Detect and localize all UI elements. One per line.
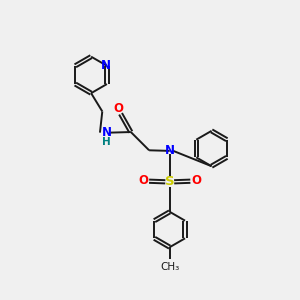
Text: N: N xyxy=(101,125,111,139)
Text: CH₃: CH₃ xyxy=(160,262,179,272)
Text: O: O xyxy=(113,102,123,115)
Text: N: N xyxy=(101,59,111,72)
Text: S: S xyxy=(165,175,175,188)
Text: O: O xyxy=(138,174,148,188)
Text: H: H xyxy=(102,137,111,147)
Text: N: N xyxy=(165,144,175,158)
Text: O: O xyxy=(191,174,201,188)
